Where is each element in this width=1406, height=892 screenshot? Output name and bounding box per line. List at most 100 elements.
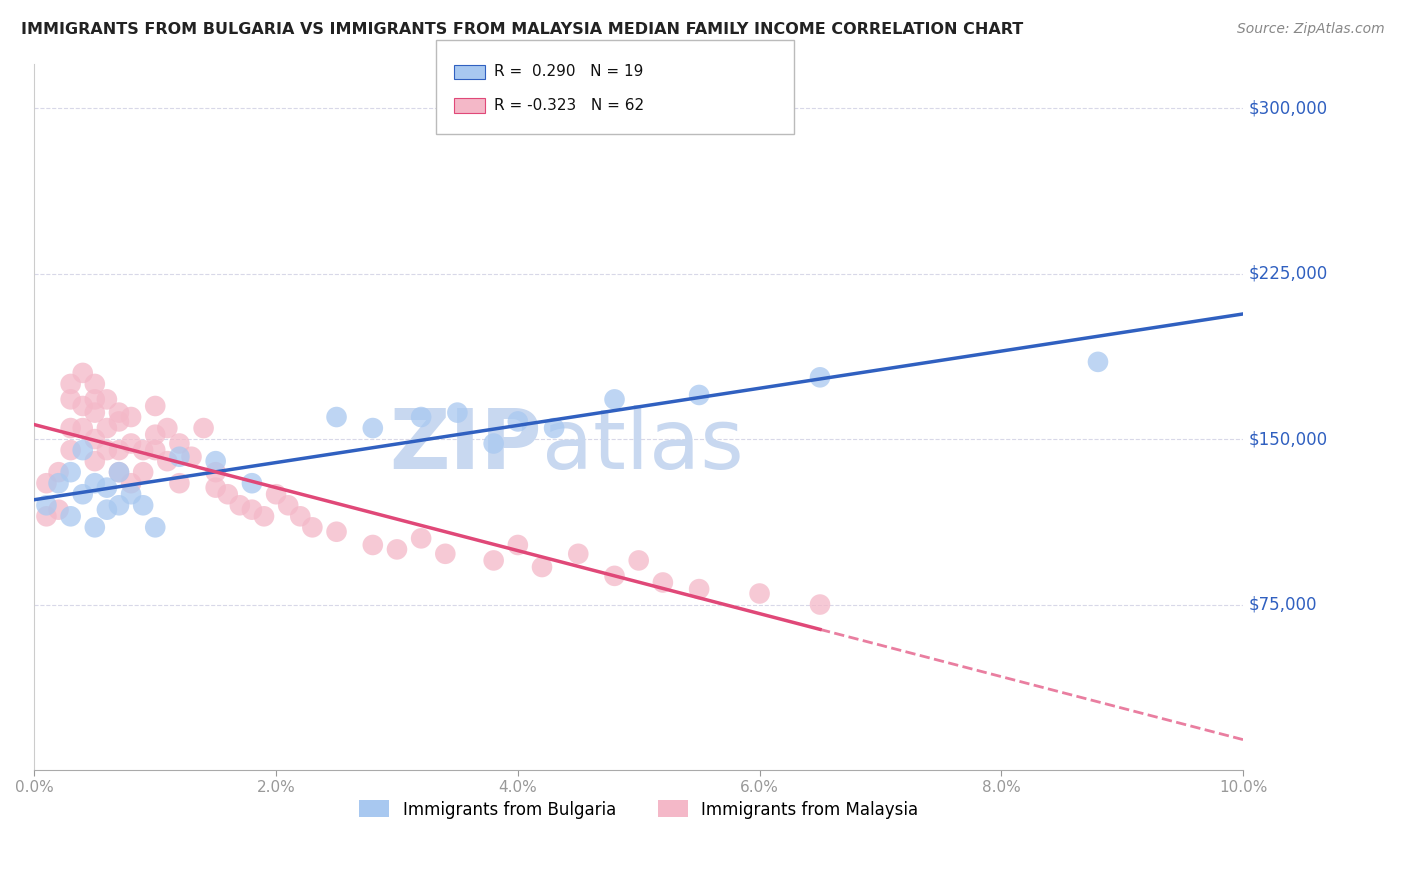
Point bbox=[96, 481, 118, 495]
Point bbox=[446, 406, 468, 420]
Point bbox=[59, 509, 82, 524]
Point bbox=[290, 509, 312, 524]
Point bbox=[96, 443, 118, 458]
Point bbox=[193, 421, 215, 435]
Point bbox=[72, 443, 94, 458]
Point bbox=[72, 487, 94, 501]
Point bbox=[361, 421, 384, 435]
Point bbox=[169, 436, 191, 450]
Point bbox=[83, 454, 105, 468]
Point bbox=[748, 586, 770, 600]
Point bbox=[277, 498, 299, 512]
Point bbox=[83, 432, 105, 446]
Point bbox=[567, 547, 589, 561]
Point bbox=[301, 520, 323, 534]
Point bbox=[240, 502, 263, 516]
Point bbox=[627, 553, 650, 567]
Point bbox=[132, 498, 155, 512]
Point bbox=[48, 502, 70, 516]
Point bbox=[264, 487, 287, 501]
Point bbox=[96, 502, 118, 516]
Point bbox=[482, 436, 505, 450]
Point bbox=[217, 487, 239, 501]
Point bbox=[808, 598, 831, 612]
Text: R =  0.290   N = 19: R = 0.290 N = 19 bbox=[494, 64, 643, 79]
Point bbox=[132, 465, 155, 479]
Point bbox=[603, 392, 626, 407]
Point bbox=[651, 575, 673, 590]
Point bbox=[143, 520, 166, 534]
Point bbox=[108, 406, 131, 420]
Point bbox=[72, 421, 94, 435]
Point bbox=[59, 376, 82, 391]
Point bbox=[506, 414, 529, 428]
Point bbox=[482, 553, 505, 567]
Point bbox=[530, 560, 553, 574]
Point bbox=[72, 399, 94, 413]
Point bbox=[108, 414, 131, 428]
Point bbox=[48, 465, 70, 479]
Point bbox=[108, 443, 131, 458]
Point bbox=[688, 582, 710, 596]
Point bbox=[108, 465, 131, 479]
Point bbox=[204, 465, 226, 479]
Text: $75,000: $75,000 bbox=[1249, 596, 1317, 614]
Text: R = -0.323   N = 62: R = -0.323 N = 62 bbox=[494, 98, 644, 113]
Point bbox=[120, 476, 142, 491]
Point bbox=[169, 476, 191, 491]
Point bbox=[253, 509, 276, 524]
Point bbox=[361, 538, 384, 552]
Point bbox=[120, 487, 142, 501]
Point bbox=[143, 427, 166, 442]
Text: $300,000: $300,000 bbox=[1249, 99, 1329, 117]
Point bbox=[385, 542, 408, 557]
Text: ZIP: ZIP bbox=[389, 405, 541, 486]
Point bbox=[83, 476, 105, 491]
Point bbox=[204, 454, 226, 468]
Point bbox=[543, 421, 565, 435]
Point bbox=[108, 465, 131, 479]
Point bbox=[59, 421, 82, 435]
Point bbox=[603, 569, 626, 583]
Point bbox=[48, 476, 70, 491]
Legend: Immigrants from Bulgaria, Immigrants from Malaysia: Immigrants from Bulgaria, Immigrants fro… bbox=[353, 794, 925, 825]
Point bbox=[808, 370, 831, 384]
Point bbox=[434, 547, 457, 561]
Point bbox=[156, 421, 179, 435]
Point bbox=[59, 443, 82, 458]
Point bbox=[132, 443, 155, 458]
Point bbox=[411, 410, 433, 425]
Point bbox=[229, 498, 252, 512]
Point bbox=[35, 509, 58, 524]
Point bbox=[120, 436, 142, 450]
Point bbox=[35, 498, 58, 512]
Point bbox=[83, 406, 105, 420]
Point bbox=[180, 450, 202, 464]
Point bbox=[143, 443, 166, 458]
Point bbox=[325, 410, 347, 425]
Point bbox=[35, 476, 58, 491]
Point bbox=[411, 532, 433, 546]
Point bbox=[143, 399, 166, 413]
Point bbox=[83, 376, 105, 391]
Point bbox=[506, 538, 529, 552]
Point bbox=[72, 366, 94, 380]
Point bbox=[59, 465, 82, 479]
Text: IMMIGRANTS FROM BULGARIA VS IMMIGRANTS FROM MALAYSIA MEDIAN FAMILY INCOME CORREL: IMMIGRANTS FROM BULGARIA VS IMMIGRANTS F… bbox=[21, 22, 1024, 37]
Point bbox=[83, 520, 105, 534]
Point bbox=[108, 498, 131, 512]
Text: atlas: atlas bbox=[541, 405, 744, 486]
Point bbox=[156, 454, 179, 468]
Text: $150,000: $150,000 bbox=[1249, 430, 1329, 448]
Point bbox=[1087, 355, 1109, 369]
Point bbox=[96, 421, 118, 435]
Text: Source: ZipAtlas.com: Source: ZipAtlas.com bbox=[1237, 22, 1385, 37]
Point bbox=[204, 481, 226, 495]
Point bbox=[96, 392, 118, 407]
Point bbox=[169, 450, 191, 464]
Point bbox=[240, 476, 263, 491]
Point bbox=[120, 410, 142, 425]
Text: $225,000: $225,000 bbox=[1249, 265, 1329, 283]
Point bbox=[325, 524, 347, 539]
Point bbox=[83, 392, 105, 407]
